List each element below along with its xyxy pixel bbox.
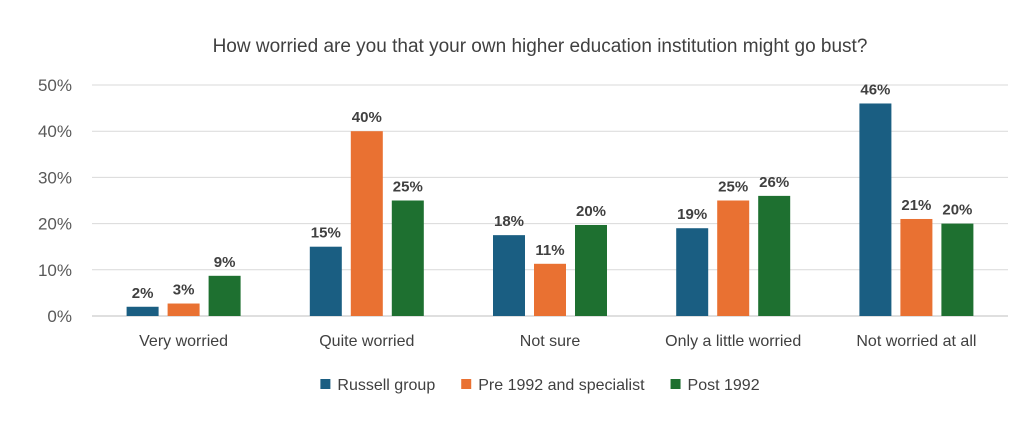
y-tick-label: 0% [47,307,72,326]
bar [391,200,424,316]
data-label: 3% [173,282,195,299]
bar [758,195,791,316]
x-category-label: Very worried [139,333,228,350]
bar [493,235,525,316]
data-label: 21% [901,197,931,214]
y-tick-label: 30% [38,168,72,187]
legend-item: Post 1992 [670,377,760,394]
legend: Russell group Pre 1992 and specialist Post… [320,377,760,394]
data-label: 26% [759,174,789,191]
data-label: 25% [393,179,423,196]
x-category-label: Quite worried [319,333,414,350]
data-label: 40% [352,109,382,126]
data-label: 11% [535,242,564,259]
data-label: 19% [677,206,707,223]
legend-swatch [461,379,472,389]
bar [900,218,933,316]
x-axis-categories: Very worried Quite worried Not sure Only a … [139,333,976,350]
legend-item: Pre 1992 and specialist [461,377,645,394]
data-label: 15% [311,225,341,242]
data-label: 20% [576,203,606,220]
chart-title: How worried are you that your own higher… [213,36,868,57]
bar [941,223,974,316]
bar [534,263,566,316]
bar [350,131,383,316]
legend-label: Post 1992 [688,377,760,394]
data-label: 2% [132,285,154,302]
x-category-label: Only a little worried [665,333,801,350]
data-label: 18% [494,213,524,230]
data-label: 46% [860,81,890,98]
data-label: 25% [718,179,748,196]
legend-item: Russell group [320,377,435,394]
bars [126,103,974,316]
legend-label: Pre 1992 and specialist [478,377,645,394]
legend-swatch [670,379,681,389]
bar [126,306,159,316]
y-tick-label: 10% [38,261,72,280]
data-label: 9% [214,254,236,271]
y-tick-label: 50% [38,76,72,95]
bar [167,303,200,316]
data-label: 20% [942,202,972,219]
gridlines [92,84,1008,317]
data-labels: 2% 3% 9% 15% 40% 25% 18% 11% 20% 19% 25% 26% 46% 21% 2… [132,81,973,301]
bar [575,224,607,316]
x-category-label: Not worried at all [856,333,976,350]
bar [859,103,892,316]
bar [717,200,750,316]
bar [676,228,709,316]
bar [309,246,342,316]
x-category-label: Not sure [520,333,581,350]
y-tick-label: 40% [38,122,72,141]
legend-swatch [320,379,331,389]
bar [208,275,241,316]
y-tick-label: 20% [38,215,72,234]
y-axis-ticks: 0% 10% 20% 30% 40% 50% [38,76,72,326]
legend-label: Russell group [337,377,435,394]
